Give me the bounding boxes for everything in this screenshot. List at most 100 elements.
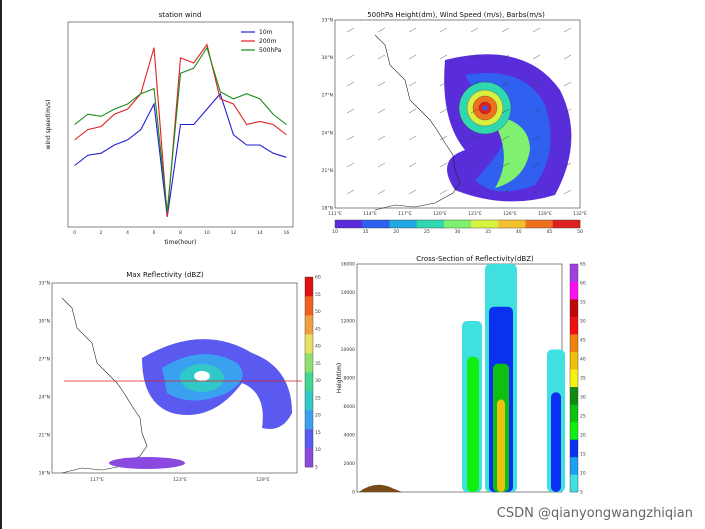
wind-colorbar-tick: 30 — [455, 229, 461, 235]
refl-colorbar-tick: 60 — [315, 275, 321, 281]
wind-barb — [346, 189, 355, 195]
xsec-colorbar-tick: 20 — [580, 433, 586, 439]
wind-colorbar-cell — [471, 220, 499, 228]
watermark: CSDN @qianyongwangzhiqian — [496, 506, 693, 521]
xsec-colorbar-cell — [570, 369, 578, 388]
wind-colorbar-tick: 25 — [424, 229, 430, 235]
wind-barb — [470, 108, 479, 114]
wind-barb — [439, 27, 448, 33]
wind-colorbar-tick: 45 — [547, 229, 553, 235]
x-tick-label: 117°E — [90, 477, 104, 483]
series-line-10m — [74, 92, 287, 217]
xsec-colorbar-tick: 50 — [580, 319, 586, 325]
wind-barb — [532, 135, 541, 141]
left-border — [0, 0, 2, 529]
wind-barb — [501, 27, 510, 33]
x-axis-label: time(hour) — [165, 239, 197, 246]
y-tick-label: 10000 — [341, 347, 355, 353]
xsec-colorbar-tick: 5 — [580, 490, 583, 496]
refl-colorbar-cell — [305, 334, 313, 354]
wind-barb — [532, 81, 541, 87]
coastline — [61, 297, 148, 474]
x-tick-label: 120°E — [433, 211, 447, 217]
refl-colorbar-cell — [305, 410, 313, 430]
refl-colorbar-tick: 20 — [315, 413, 321, 419]
wind-barb — [408, 54, 417, 60]
x-tick-label: 4 — [126, 230, 129, 236]
wind-barb — [346, 108, 355, 114]
xsec-colorbar-cell — [570, 334, 578, 352]
x-tick-label: 16 — [284, 230, 290, 236]
xsec-colorbar-cell — [570, 456, 578, 475]
refl-colorbar-tick: 50 — [315, 309, 321, 315]
wind-barb — [563, 108, 572, 114]
x-tick-label: 129°E — [538, 211, 552, 217]
wind-colorbar-tick: 20 — [393, 229, 399, 235]
500hpa-map: 111°E 114°E 117°E 120°E 123°E 126°E 129°E 132°E… — [322, 18, 587, 236]
xsec-colorbar-tick: 55 — [580, 300, 586, 306]
wind-colorbar-cell — [498, 220, 526, 228]
refl-colorbar-tick: 45 — [315, 326, 321, 332]
wind-barb — [408, 135, 417, 141]
wind-barb — [563, 189, 572, 195]
wind-barb — [501, 81, 510, 87]
xsec-colorbar-cell — [570, 281, 578, 300]
x-tick-label: 132°E — [573, 211, 587, 217]
wind-barb — [501, 135, 510, 141]
max-reflectivity-panel: Max Reflectivity (dBZ) 117°E 123°E 129°E 18… — [30, 265, 330, 495]
wind-barb — [532, 27, 541, 33]
refl-colorbar-cell — [305, 296, 313, 316]
wind-colorbar-cell — [525, 220, 554, 228]
series-line-500hPa — [74, 46, 287, 212]
station-wind-chart: 0 2 4 6 8 10 12 14 16 time(hour) wind speed(m/s) 10… — [45, 21, 294, 246]
y-tick-label: 18°N — [39, 471, 50, 477]
xsec-colorbar-tick: 35 — [580, 376, 586, 382]
x-tick-label: 10 — [204, 230, 210, 236]
wind-barb — [346, 27, 355, 33]
wind-colorbar-tick: 15 — [363, 229, 369, 235]
x-tick-label: 111°E — [328, 211, 342, 217]
wind-barb — [346, 81, 355, 87]
refl-colorbar-tick: 35 — [315, 361, 321, 367]
wind-barb — [408, 81, 417, 87]
max-reflectivity-title: Max Reflectivity (dBZ) — [126, 271, 204, 279]
wind-barb — [346, 54, 355, 60]
xsec-colorbar-cell — [570, 299, 578, 317]
wind-colorbar-cell — [335, 220, 363, 228]
wind-colorbar-tick: 35 — [485, 229, 491, 235]
xsec-colorbar-cell — [570, 351, 578, 370]
vortex-eye — [482, 105, 488, 111]
wind-barb — [470, 81, 479, 87]
wind-colorbar-cell — [416, 220, 445, 228]
y-tick-label: 30°N — [322, 55, 333, 61]
y-tick-label: 6000 — [344, 404, 356, 410]
wind-barb — [439, 162, 448, 168]
wind-barb — [532, 54, 541, 60]
500hpa-panel: 500hPa Height(dm), Wind Speed (m/s), Bar… — [320, 8, 590, 238]
refl-colorbar-cell — [305, 353, 313, 373]
wind-colorbar-tick: 50 — [577, 229, 583, 235]
wind-barb — [563, 162, 572, 168]
typhoon-eye — [194, 371, 210, 381]
wind-barb — [377, 189, 386, 195]
legend-label: 500hPa — [259, 47, 282, 54]
xsec-colorbar-cell — [570, 386, 578, 405]
y-tick-label: 27°N — [39, 357, 50, 363]
xsec-colorbar-cell — [570, 474, 578, 493]
wind-barb — [563, 135, 572, 141]
y-tick-label: 0 — [352, 490, 355, 496]
wind-barb — [501, 162, 510, 168]
wind-shade-core — [490, 115, 530, 188]
xsec-colorbar-tick: 10 — [580, 471, 586, 477]
refl-colorbar-tick: 30 — [315, 378, 321, 384]
refl-colorbar-tick: 10 — [315, 447, 321, 453]
wind-barb — [439, 108, 448, 114]
wind-barb — [532, 108, 541, 114]
xsec-colorbar-cell — [570, 264, 578, 282]
y-tick-label: 21°N — [322, 168, 333, 174]
wind-barb — [470, 135, 479, 141]
refl-colorbar-tick: 25 — [315, 395, 321, 401]
wind-barb — [377, 162, 386, 168]
y-tick-label: 21°N — [39, 433, 50, 439]
refl-colorbar-cell — [305, 429, 313, 449]
